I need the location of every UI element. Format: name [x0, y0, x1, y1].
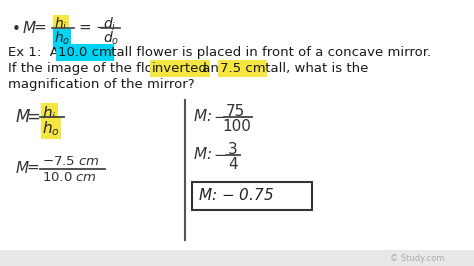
Text: $h_o$: $h_o$	[42, 119, 60, 138]
Text: $d_o$: $d_o$	[103, 30, 119, 47]
Text: $M$:: $M$:	[193, 146, 212, 162]
Text: 75: 75	[226, 104, 245, 119]
Text: $M$: $M$	[22, 20, 37, 36]
Text: If the image of the flower is: If the image of the flower is	[8, 62, 197, 75]
Text: $M$:: $M$:	[193, 108, 212, 124]
Text: $h_o$: $h_o$	[54, 30, 70, 47]
Text: 10.0 cm: 10.0 cm	[58, 46, 112, 59]
Text: $-$: $-$	[213, 146, 226, 161]
Text: $h_i$: $h_i$	[54, 16, 67, 34]
Text: 100: 100	[222, 119, 251, 134]
Text: and: and	[198, 62, 232, 75]
Text: 4: 4	[228, 157, 237, 172]
Text: inverted: inverted	[152, 62, 208, 75]
Text: Ex 1:  A: Ex 1: A	[8, 46, 63, 59]
Text: =: =	[26, 160, 39, 175]
Text: $10.0$ $cm$: $10.0$ $cm$	[42, 171, 97, 184]
FancyBboxPatch shape	[192, 182, 312, 210]
Text: 7.5 cm: 7.5 cm	[220, 62, 265, 75]
Text: © Study.com: © Study.com	[390, 254, 444, 263]
Text: tall, what is the: tall, what is the	[261, 62, 368, 75]
Text: = $-$: = $-$	[78, 20, 109, 35]
Text: $M$: $M$	[15, 108, 31, 126]
Text: $-7.5$ $cm$: $-7.5$ $cm$	[42, 155, 100, 168]
Text: •: •	[12, 22, 21, 37]
Text: $h_i$: $h_i$	[42, 104, 56, 123]
Text: $M$: $M$	[15, 160, 30, 176]
Text: $-$: $-$	[213, 108, 226, 123]
Text: $d_i$: $d_i$	[103, 16, 117, 34]
Text: tall flower is placed in front of a concave mirror.: tall flower is placed in front of a conc…	[107, 46, 431, 59]
Text: magnification of the mirror?: magnification of the mirror?	[8, 78, 195, 91]
Text: 3: 3	[228, 142, 238, 157]
Text: $M$: $-$ 0.75: $M$: $-$ 0.75	[198, 187, 274, 203]
FancyBboxPatch shape	[0, 0, 474, 250]
Text: =: =	[33, 20, 46, 35]
Text: =: =	[26, 108, 40, 126]
